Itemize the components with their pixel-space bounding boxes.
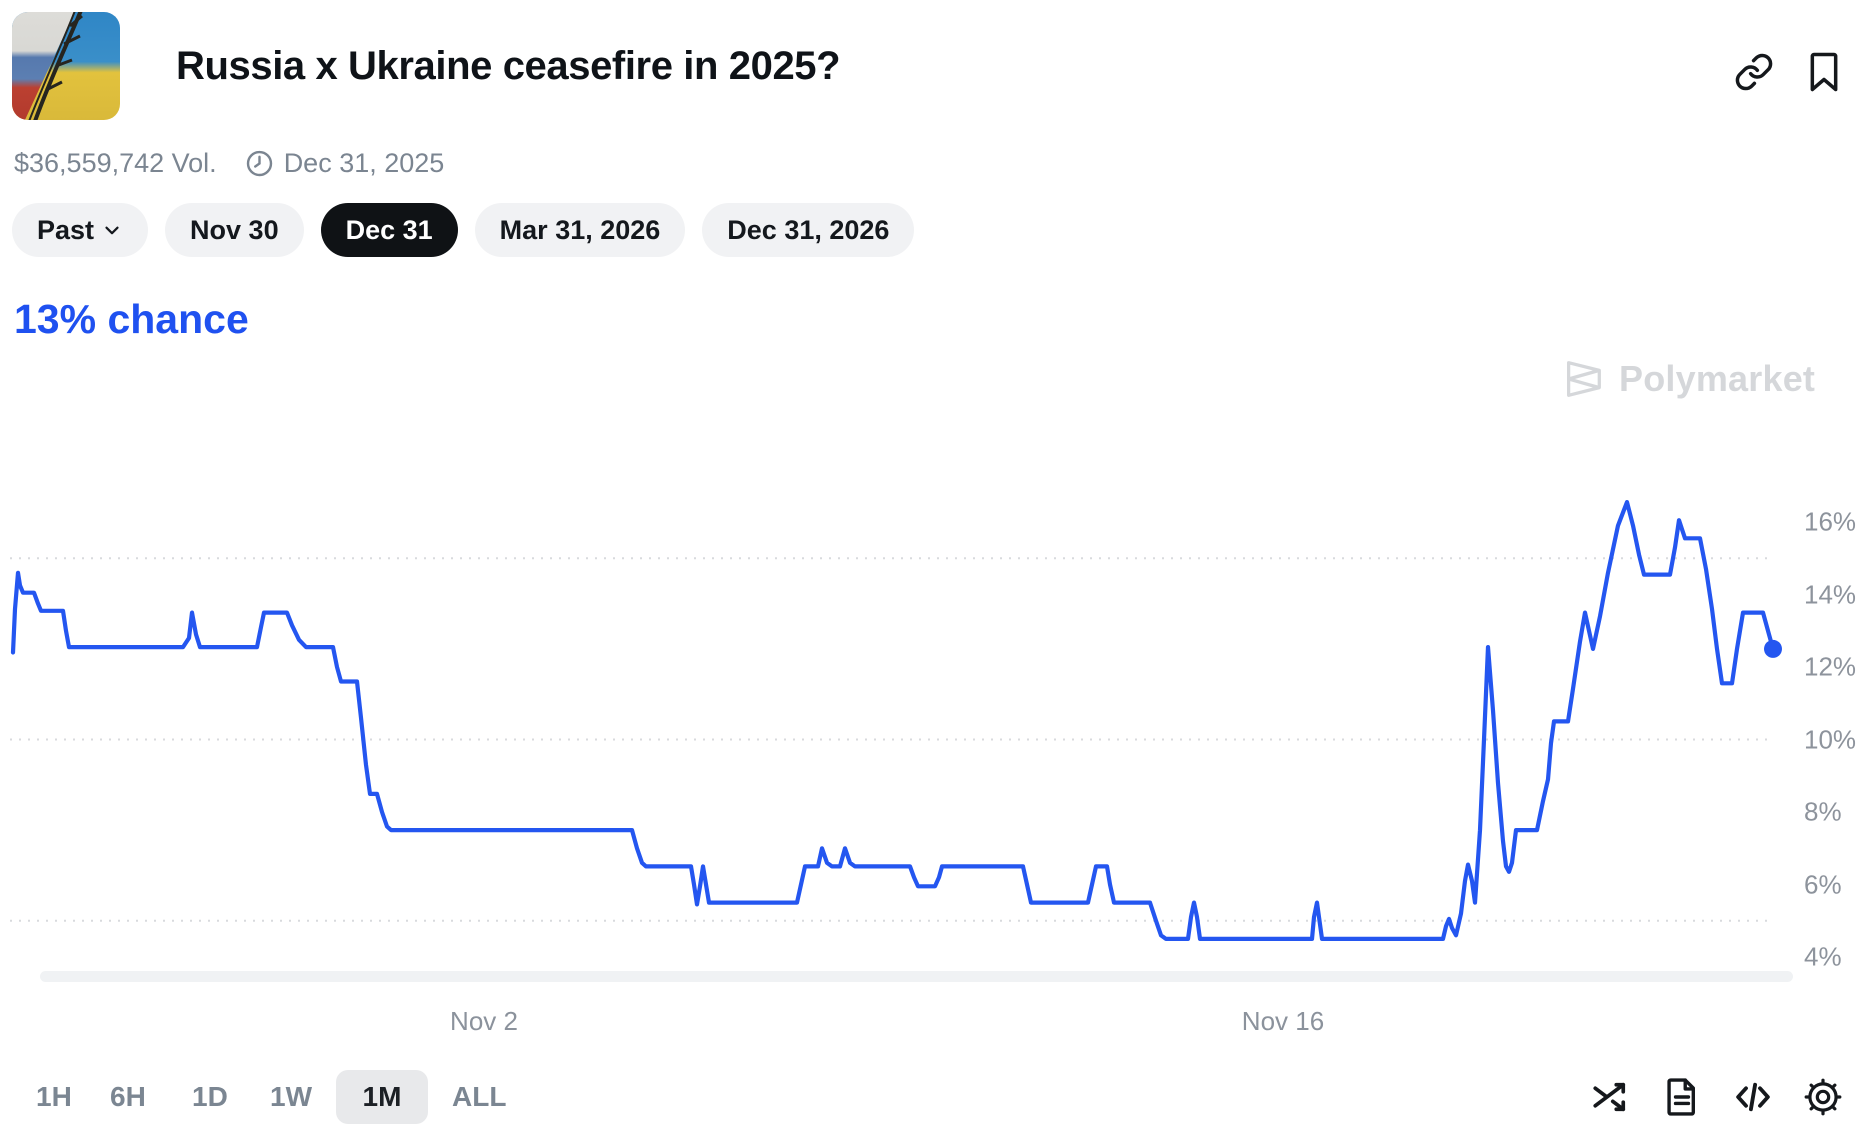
tab-label: Past — [37, 214, 95, 245]
tab-past[interactable]: Past — [12, 203, 149, 257]
y-axis-label: 12% — [1804, 651, 1857, 682]
chance-line — [10, 500, 1776, 941]
range-button-1d[interactable]: 1D — [178, 1070, 242, 1124]
chevron-down-icon — [105, 226, 119, 235]
x-axis-label: Nov 2 — [450, 1006, 518, 1036]
tab-mar-31-2026[interactable]: Mar 31, 2026 — [474, 203, 686, 257]
chart-scrub-track[interactable] — [40, 971, 1793, 982]
chance-headline: 13% chance — [14, 296, 249, 342]
end-date-text: Dec 31, 2025 — [283, 148, 445, 178]
y-axis-label: 6% — [1804, 869, 1842, 900]
polymarket-watermark: Polymarket — [1560, 356, 1815, 402]
barbed-wire-icon — [28, 12, 83, 120]
polymarket-logo-icon — [1566, 361, 1601, 397]
y-axis-label: 14% — [1804, 579, 1857, 610]
file-text-icon — [1667, 1078, 1696, 1116]
bookmark-icon — [1810, 52, 1838, 92]
y-axis-label: 10% — [1804, 724, 1857, 755]
tab-nov-30[interactable]: Nov 30 — [165, 203, 304, 257]
market-meta: $36,559,742 Vol. Dec 31, 2025 — [14, 148, 444, 179]
range-button-1m[interactable]: 1M — [336, 1070, 428, 1124]
rules-button[interactable] — [1662, 1074, 1708, 1120]
bookmark-button[interactable] — [1804, 50, 1848, 94]
y-axis-label: 8% — [1804, 796, 1842, 827]
link-icon — [1735, 53, 1773, 91]
market-thumbnail — [12, 12, 120, 120]
code-icon — [1736, 1082, 1770, 1112]
page-title: Russia x Ukraine ceasefire in 2025? — [176, 44, 841, 88]
volume-text: $36,559,742 Vol. — [14, 148, 217, 178]
range-button-1h[interactable]: 1H — [22, 1070, 86, 1124]
clock-icon — [246, 150, 272, 177]
range-button-1w[interactable]: 1W — [256, 1070, 326, 1124]
range-button-6h[interactable]: 6H — [96, 1070, 160, 1124]
tab-label: Nov 30 — [190, 214, 279, 245]
copy-link-button[interactable] — [1734, 50, 1778, 94]
gear-icon — [1804, 1078, 1842, 1116]
y-axis-label: 16% — [1804, 506, 1857, 537]
tab-label: Dec 31, 2026 — [727, 214, 890, 245]
tab-dec-31-2026[interactable]: Dec 31, 2026 — [702, 203, 915, 257]
outcome-tabs: Past Nov 30 Dec 31 Mar 31, 2026 Dec 31, … — [12, 203, 915, 257]
range-button-all[interactable]: ALL — [438, 1070, 520, 1124]
embed-button[interactable] — [1732, 1074, 1778, 1120]
watermark-text: Polymarket — [1619, 358, 1816, 399]
tab-dec-31[interactable]: Dec 31 — [320, 203, 458, 257]
tab-label: Mar 31, 2026 — [499, 214, 661, 245]
x-axis-label: Nov 16 — [1241, 1006, 1325, 1036]
shuffle-icon — [1593, 1082, 1626, 1112]
current-value-dot — [1764, 639, 1782, 658]
y-axis-label: 4% — [1804, 941, 1842, 972]
compare-markets-button[interactable] — [1590, 1074, 1636, 1120]
tab-label: Dec 31 — [345, 214, 433, 245]
chart-settings-button[interactable] — [1802, 1074, 1848, 1120]
